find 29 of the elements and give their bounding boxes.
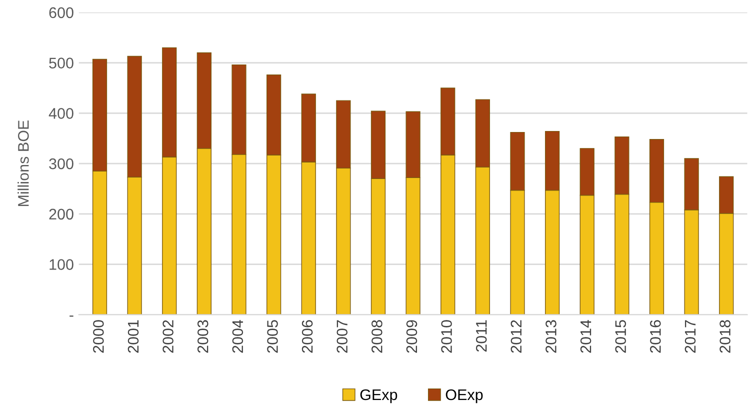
y-tick-label: 200 bbox=[49, 208, 74, 220]
x-tick-label: 2000 bbox=[93, 320, 104, 353]
x-tick-label: 2011 bbox=[476, 320, 487, 352]
x-tick-label: 2007 bbox=[336, 320, 348, 353]
y-tick-label: 600 bbox=[49, 7, 74, 18]
x-tick-label: 2006 bbox=[302, 320, 313, 353]
y-tick-label: 100 bbox=[50, 259, 74, 270]
x-tick-label: 2005 bbox=[267, 320, 278, 353]
y-tick-label: 500 bbox=[49, 58, 74, 68]
y-tick-label: 300 bbox=[49, 158, 74, 170]
x-tick-label: 2002 bbox=[162, 320, 174, 353]
y-tick-label: 400 bbox=[48, 108, 74, 119]
x-tick-label: 2004 bbox=[232, 320, 244, 353]
legend-label: GExp bbox=[360, 389, 398, 404]
x-tick-label: 2008 bbox=[372, 320, 382, 353]
x-tick-label: 2010 bbox=[441, 320, 452, 353]
x-tick-label: 2001 bbox=[128, 320, 139, 353]
x-tick-label: 2015 bbox=[615, 320, 626, 353]
x-tick-label: 2016 bbox=[650, 320, 661, 353]
x-tick-label: 2017 bbox=[684, 320, 696, 353]
y-axis-title: Millions BOE bbox=[18, 120, 29, 206]
x-tick-label: 2014 bbox=[580, 320, 592, 353]
x-tick-label: 2003 bbox=[197, 320, 208, 353]
x-tick-label: 2012 bbox=[510, 320, 522, 353]
y-tick-label: - bbox=[70, 316, 74, 317]
legend-label: OExp bbox=[446, 389, 483, 404]
x-tick-label: 2013 bbox=[546, 320, 556, 353]
x-tick-label: 2009 bbox=[406, 320, 418, 353]
x-tick-label: 2018 bbox=[720, 320, 730, 353]
